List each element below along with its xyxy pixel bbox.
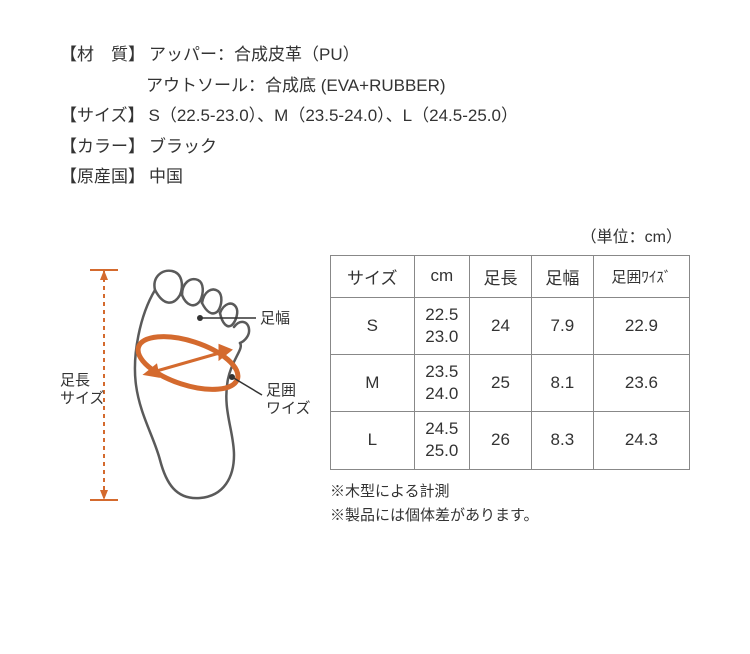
origin-value: 中国 [145,162,183,193]
note-line1: ※木型による計測 [330,480,690,504]
th-width: 足幅 [531,255,593,297]
table-row: L24.525.0268.324.3 [331,412,690,469]
cell-size: M [331,355,415,412]
cell-size: S [331,297,415,354]
cell-girth: 22.9 [593,297,689,354]
cell-cm: 24.525.0 [414,412,469,469]
th-size: サイズ [331,255,415,297]
cell-cm: 23.524.0 [414,355,469,412]
cell-girth: 23.6 [593,355,689,412]
size-label: 【サイズ】 [60,101,145,132]
material-outsole: アウトソール：合成底 (EVA+RUBBER) [60,71,446,102]
cell-width: 8.3 [531,412,593,469]
spec-block: 【材 質】 アッパー：合成皮革（PU） アウトソール：合成底 (EVA+RUBB… [60,40,690,193]
cell-size: L [331,412,415,469]
table-header-row: サイズ cm 足長 足幅 足囲ﾜｲｽﾞ [331,255,690,297]
notes-block: ※木型による計測 ※製品には個体差があります。 [330,480,690,528]
material-upper: アッパー：合成皮革（PU） [145,40,360,71]
color-value: ブラック [145,132,217,163]
table-row: S22.523.0247.922.9 [331,297,690,354]
cell-width: 8.1 [531,355,593,412]
table-row: M23.524.0258.123.6 [331,355,690,412]
unit-label: （単位：cm） [60,223,690,247]
size-value: S（22.5-23.0）、M（23.5-24.0）、L（24.5-25.0） [145,101,518,132]
diagram-label-girth1: 足囲 [266,382,296,399]
diagram-label-length2: サイズ [60,390,105,407]
cell-length: 24 [470,297,532,354]
th-girth: 足囲ﾜｲｽﾞ [593,255,689,297]
cell-width: 7.9 [531,297,593,354]
color-label: 【カラー】 [60,132,145,163]
diagram-label-length1: 足長 [60,372,90,389]
cell-cm: 22.523.0 [414,297,469,354]
th-length: 足長 [470,255,532,297]
cell-length: 25 [470,355,532,412]
th-cm: cm [414,255,469,297]
material-label: 【材 質】 [60,40,145,71]
note-line2: ※製品には個体差があります。 [330,504,690,528]
size-table: サイズ cm 足長 足幅 足囲ﾜｲｽﾞ S22.523.0247.922.9M2… [330,255,690,470]
foot-diagram: 足幅 足囲 ワイズ 足長 サイズ [60,255,310,525]
cell-girth: 24.3 [593,412,689,469]
diagram-label-width: 足幅 [260,310,290,327]
diagram-label-girth2: ワイズ [266,400,310,417]
cell-length: 26 [470,412,532,469]
origin-label: 【原産国】 [60,162,145,193]
